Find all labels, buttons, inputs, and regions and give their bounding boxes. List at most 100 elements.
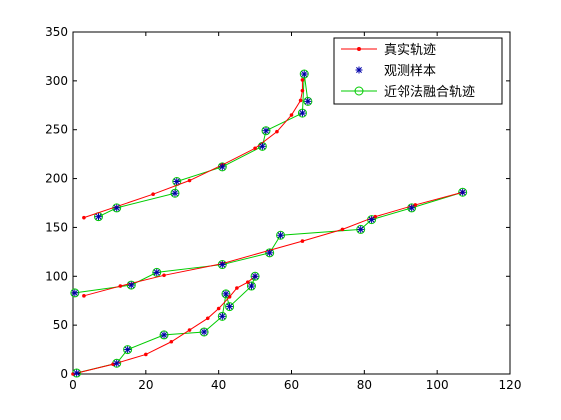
sample-point — [226, 303, 234, 311]
true-track-line-2 — [83, 79, 303, 219]
y-tick-label: 100 — [45, 269, 68, 283]
true-track-point — [373, 214, 378, 219]
y-tick-label: 350 — [45, 25, 68, 39]
true-track-point — [205, 316, 210, 321]
axis-ticks: 0 20 40 60 80 100 120 0 50 100 150 200 250 300 350 — [45, 25, 521, 392]
true-track-point — [151, 192, 155, 197]
sample-point — [113, 204, 121, 212]
sample-point — [300, 70, 308, 78]
plot-lines — [70, 69, 468, 378]
true-track-point — [275, 129, 279, 134]
true-track-point — [162, 273, 166, 278]
legend-entry-true-track: 真实轨迹 — [341, 43, 436, 58]
fused-point — [170, 188, 180, 198]
star-marker-icon — [355, 66, 363, 74]
sample-point — [266, 249, 274, 257]
sample-point — [262, 127, 270, 135]
x-tick-label: 120 — [499, 378, 522, 392]
sample-point — [304, 97, 312, 105]
legend-label-true-track: 真实轨迹 — [384, 43, 436, 58]
true-track-point — [187, 178, 192, 183]
true-track-point — [187, 328, 192, 332]
true-track-point — [300, 88, 305, 93]
true-track-point — [340, 227, 345, 232]
legend-star-glyph — [355, 66, 363, 74]
sample-point — [277, 231, 285, 239]
fused-point — [407, 203, 417, 213]
sample-point — [298, 109, 306, 117]
y-tick-label: 300 — [45, 74, 68, 88]
true-track-point — [82, 294, 86, 298]
y-tick-label: 200 — [45, 172, 68, 186]
fused-point — [356, 224, 366, 234]
sample-point — [200, 328, 208, 336]
fused-line-2 — [98, 73, 309, 218]
sample-point — [124, 346, 132, 354]
true-track-point — [216, 306, 221, 311]
legend-label-samples: 观测样本 — [384, 64, 436, 79]
fused-point — [299, 69, 309, 79]
true-track-point — [300, 78, 305, 82]
fused-point — [303, 96, 313, 106]
true-track-point — [235, 286, 239, 290]
sample-point — [71, 289, 79, 297]
sample-point — [357, 225, 365, 233]
fused-point — [246, 281, 256, 291]
fused-point — [265, 248, 275, 258]
fused-point — [261, 126, 271, 136]
y-tick-label: 0 — [60, 367, 68, 381]
true-track-point — [118, 284, 123, 288]
fused-point — [199, 327, 209, 337]
x-tick-label: 60 — [284, 378, 299, 392]
y-tick-label: 50 — [53, 318, 68, 332]
fused-point — [297, 108, 307, 118]
sample-point — [113, 359, 121, 367]
true-track-point — [300, 239, 305, 243]
sample-point — [247, 282, 255, 290]
true-track-point — [227, 295, 232, 299]
sample-point — [408, 204, 416, 212]
sample-point — [173, 178, 181, 186]
sample-point — [251, 272, 259, 280]
circle-marker-icon — [354, 86, 364, 96]
fused-point — [152, 267, 162, 277]
true-track-point — [82, 215, 86, 220]
fused-point — [126, 280, 136, 290]
fused-point — [250, 271, 260, 281]
sample-point — [459, 188, 467, 196]
fused-point — [217, 311, 227, 321]
sample-point — [127, 281, 135, 289]
sample-point — [73, 369, 81, 377]
legend-entry-samples: 观测样本 — [355, 64, 436, 79]
true-track-point — [144, 352, 148, 357]
sample-point — [153, 268, 161, 276]
sample-point — [218, 261, 226, 269]
sample-point — [218, 163, 226, 171]
legend: 真实轨迹 观测样本 近邻法融合轨迹 — [333, 37, 503, 105]
sample-point — [171, 189, 179, 197]
true-track-point — [169, 339, 174, 344]
legend-label-fused: 近邻法融合轨迹 — [384, 85, 475, 100]
x-tick-label: 100 — [426, 378, 449, 392]
sample-point — [222, 290, 230, 298]
fused-point — [276, 230, 286, 240]
true-track-point — [413, 203, 418, 207]
x-tick-label: 40 — [211, 378, 226, 392]
true-track-point — [298, 98, 303, 103]
fused-point — [159, 330, 169, 340]
fused-point — [70, 288, 80, 298]
sample-point — [218, 312, 226, 320]
true-track-point — [289, 113, 294, 117]
x-tick-label: 20 — [138, 378, 153, 392]
fused-point — [123, 345, 133, 355]
x-tick-label: 0 — [69, 378, 77, 392]
y-tick-label: 250 — [45, 123, 68, 137]
fused-line-0 — [76, 276, 256, 374]
sample-point — [368, 216, 376, 224]
true-track-point — [246, 280, 250, 284]
x-tick-label: 80 — [357, 378, 372, 392]
fused-point — [225, 302, 235, 312]
fused-line-1 — [74, 191, 463, 294]
y-tick-label: 150 — [45, 220, 68, 234]
legend-entry-fused: 近邻法融合轨迹 — [341, 85, 475, 100]
